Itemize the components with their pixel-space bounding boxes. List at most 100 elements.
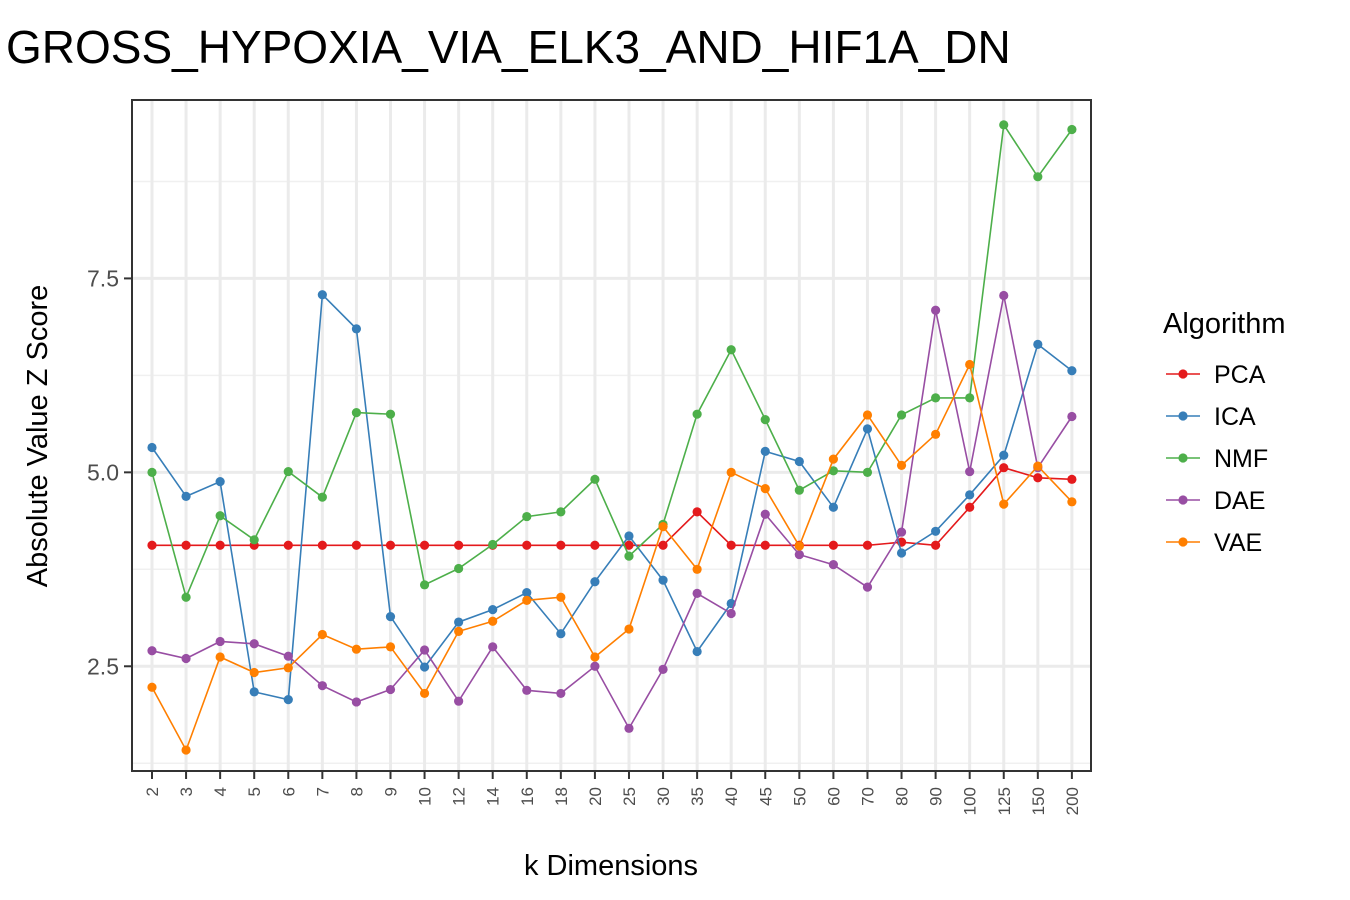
data-point-ica xyxy=(760,446,770,457)
data-point-pca xyxy=(862,540,873,550)
x-tick-label: 40 xyxy=(722,787,741,806)
data-point-nmf xyxy=(351,408,362,418)
data-point-ica xyxy=(794,456,804,467)
data-point-vae xyxy=(590,652,600,662)
data-point-nmf xyxy=(624,551,634,561)
data-point-dae xyxy=(317,681,327,691)
data-point-dae xyxy=(385,684,396,695)
data-point-nmf xyxy=(317,492,327,502)
data-point-ica xyxy=(283,695,293,705)
data-point-nmf xyxy=(454,563,464,574)
legend-label-vae: VAE xyxy=(1214,529,1262,557)
data-point-vae xyxy=(931,429,941,439)
data-point-ica xyxy=(624,531,634,541)
data-point-dae xyxy=(181,653,191,664)
data-point-ica xyxy=(419,662,430,672)
data-point-dae xyxy=(828,560,839,570)
data-point-nmf xyxy=(488,539,498,550)
series-vae xyxy=(147,359,1077,755)
x-tick-label: 5 xyxy=(245,787,264,796)
data-point-ica xyxy=(522,587,532,598)
data-point-ica xyxy=(147,442,157,453)
data-point-nmf xyxy=(419,580,430,590)
legend-dot-ica xyxy=(1178,411,1188,421)
data-point-dae xyxy=(590,661,600,671)
data-point-ica xyxy=(556,629,566,639)
data-point-vae xyxy=(1067,497,1077,507)
data-point-nmf xyxy=(181,592,191,602)
legend-dot-vae xyxy=(1178,537,1188,547)
x-tick-label: 3 xyxy=(177,787,196,796)
data-point-ica xyxy=(488,605,498,615)
x-tick-label: 45 xyxy=(756,787,775,806)
data-point-ica xyxy=(658,575,668,585)
series-ica xyxy=(147,290,1077,705)
data-point-dae xyxy=(658,664,668,674)
data-point-ica xyxy=(215,477,225,487)
data-point-ica xyxy=(317,290,327,300)
chart-title: GROSS_HYPOXIA_VIA_ELK3_AND_HIF1A_DN xyxy=(6,21,1011,73)
plot-panel-border xyxy=(131,99,1092,772)
data-point-nmf xyxy=(999,120,1009,130)
data-point-vae xyxy=(385,642,396,652)
series-line-dae xyxy=(151,295,1073,730)
data-point-nmf xyxy=(760,414,770,425)
legend-item-vae: VAE xyxy=(1166,529,1262,557)
legend-dot-pca xyxy=(1178,369,1188,379)
data-point-vae xyxy=(351,644,362,654)
legend-item-dae: DAE xyxy=(1166,487,1265,515)
data-point-nmf xyxy=(965,393,975,403)
data-point-pca xyxy=(1033,473,1043,483)
series-dae xyxy=(147,290,1077,733)
data-point-vae xyxy=(419,688,430,699)
data-point-vae xyxy=(896,460,907,470)
data-point-dae xyxy=(454,696,464,706)
legend-dot-dae xyxy=(1178,495,1188,505)
x-tick-label: 25 xyxy=(620,787,639,806)
data-point-nmf xyxy=(590,474,600,484)
data-point-vae xyxy=(454,626,464,636)
data-point-nmf xyxy=(896,410,907,420)
data-point-pca xyxy=(999,463,1009,473)
x-tick-label: 150 xyxy=(1029,787,1048,815)
x-tick-label: 8 xyxy=(347,787,366,796)
data-point-nmf xyxy=(556,507,566,517)
data-point-vae xyxy=(794,541,804,551)
data-point-pca xyxy=(556,540,566,550)
data-point-nmf xyxy=(692,409,702,419)
data-point-vae xyxy=(317,629,327,640)
data-point-nmf xyxy=(385,409,396,419)
data-point-ica xyxy=(931,526,941,536)
x-axis-title: k Dimensions xyxy=(524,850,698,882)
data-point-dae xyxy=(931,305,941,315)
data-point-dae xyxy=(760,509,770,519)
data-point-pca xyxy=(931,540,941,550)
x-tick-label: 90 xyxy=(927,787,946,806)
x-axis: 2 3 4 5 6 7 8 9 10 12 14 16 18 20 25 30 35 40 45 50 60 70 80 90… xyxy=(143,771,1082,815)
data-point-dae xyxy=(624,723,634,733)
legend-dot-nmf xyxy=(1178,453,1188,463)
x-tick-label: 4 xyxy=(211,787,230,796)
series-line-vae xyxy=(151,362,1073,753)
data-point-vae xyxy=(556,592,566,602)
data-point-dae xyxy=(794,549,804,560)
data-point-dae xyxy=(488,642,498,652)
x-tick-label: 125 xyxy=(995,787,1014,815)
x-tick-label: 50 xyxy=(790,787,809,806)
data-point-vae xyxy=(999,499,1009,509)
grid-minor xyxy=(132,180,1091,764)
data-point-vae xyxy=(1033,461,1043,471)
data-point-vae xyxy=(147,682,157,692)
data-point-dae xyxy=(556,688,566,699)
data-point-vae xyxy=(215,652,225,662)
y-tick-label: 2.5 xyxy=(87,653,119,679)
data-point-ica xyxy=(249,687,259,697)
data-point-pca xyxy=(385,540,396,550)
x-tick-label: 6 xyxy=(279,787,298,796)
x-tick-label: 12 xyxy=(450,787,469,806)
legend-item-ica: ICA xyxy=(1166,403,1256,431)
data-point-dae xyxy=(692,588,702,598)
data-point-dae xyxy=(726,608,736,619)
data-point-ica xyxy=(862,424,873,434)
